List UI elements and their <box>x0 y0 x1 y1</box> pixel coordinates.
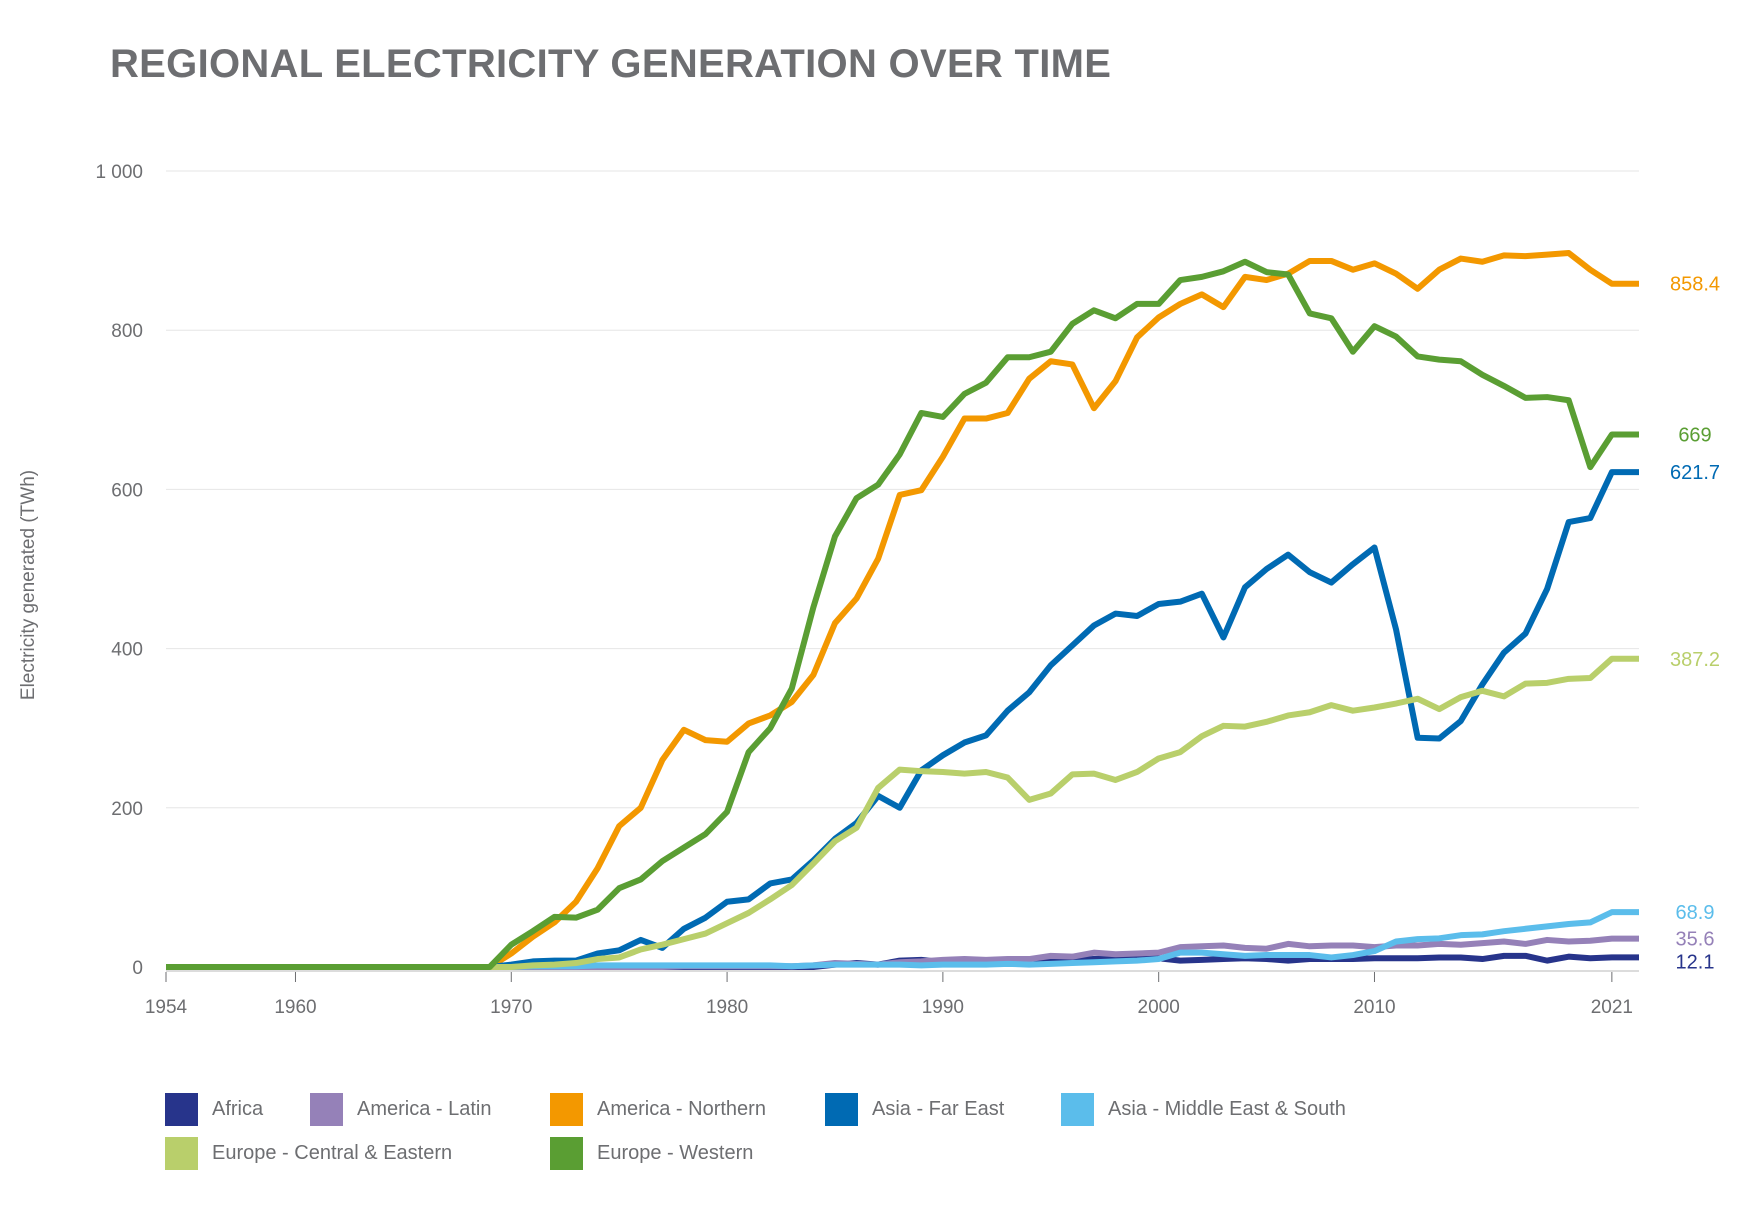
legend-item[interactable]: America - Northern <box>550 1093 766 1126</box>
y-tick-label: 1 000 <box>95 162 143 183</box>
legend-swatch <box>825 1093 858 1126</box>
end-value-label: 12.1 <box>1676 952 1715 974</box>
end-value-label: 35.6 <box>1676 929 1715 951</box>
end-value-label: 669 <box>1678 424 1711 446</box>
series-line-asia-far-east <box>166 469 1639 970</box>
legend-label: Europe - Central & Eastern <box>212 1142 453 1164</box>
x-tick-label: 2000 <box>1138 997 1180 1018</box>
legend-swatch <box>165 1093 198 1126</box>
y-axis-title: Electricity generated (TWh) <box>18 470 39 700</box>
y-tick-label: 800 <box>111 321 143 342</box>
series-line-america-northern <box>166 249 1639 970</box>
legend-item[interactable]: Europe - Central & Eastern <box>165 1137 452 1170</box>
legend-swatch <box>1061 1093 1094 1126</box>
series-line-europe-western <box>166 258 1639 970</box>
end-labels: 858.4 669 621.7 387.2 68.9 35.612.1 <box>1670 274 1720 974</box>
legend-item[interactable]: Europe - Western <box>550 1137 753 1170</box>
y-tick-label: 600 <box>111 480 143 501</box>
y-tick-label: 200 <box>111 799 143 820</box>
series-line-europe-central-eastern <box>166 655 1639 970</box>
x-tick-label: 2021 <box>1591 997 1633 1018</box>
legend-label: America - Northern <box>597 1098 766 1120</box>
gridlines <box>166 170 1639 809</box>
end-value-label: 858.4 <box>1670 274 1720 296</box>
x-tick-label: 1960 <box>274 997 316 1018</box>
legend-item[interactable]: Asia - Middle East & South <box>1061 1093 1346 1126</box>
legend-label: Asia - Middle East & South <box>1108 1098 1346 1120</box>
series-lines <box>166 249 1639 970</box>
end-value-label: 387.2 <box>1670 649 1720 671</box>
end-value-label: 621.7 <box>1670 462 1720 484</box>
legend-item[interactable]: America - Latin <box>310 1093 492 1126</box>
legend-swatch <box>165 1137 198 1170</box>
end-value-label: 68.9 <box>1676 902 1715 924</box>
y-axis: 0 200 400 600 800 1 000 <box>95 162 143 979</box>
legend-swatch <box>310 1093 343 1126</box>
x-axis: 1954 1960 1970 1980 1990 2000 2010 2021 <box>145 970 1639 1018</box>
legend-item[interactable]: Africa <box>165 1093 263 1126</box>
legend-label: Europe - Western <box>597 1142 754 1164</box>
legend-item[interactable]: Asia - Far East <box>825 1093 1004 1126</box>
y-tick-label: 0 <box>132 958 143 979</box>
x-tick-label: 2010 <box>1353 997 1395 1018</box>
legend-swatch <box>550 1093 583 1126</box>
legend-label: Asia - Far East <box>872 1098 1005 1120</box>
x-tick-label: 1990 <box>922 997 964 1018</box>
legend-swatch <box>550 1137 583 1170</box>
x-tick-label: 1954 <box>145 997 188 1018</box>
legend-label: Africa <box>212 1098 264 1120</box>
x-tick-label: 1970 <box>490 997 532 1018</box>
legend-label: America - Latin <box>357 1098 492 1120</box>
chart-title: REGIONAL ELECTRICITY GENERATION OVER TIM… <box>110 42 1112 86</box>
x-tick-label: 1980 <box>706 997 748 1018</box>
y-tick-label: 400 <box>111 640 143 661</box>
